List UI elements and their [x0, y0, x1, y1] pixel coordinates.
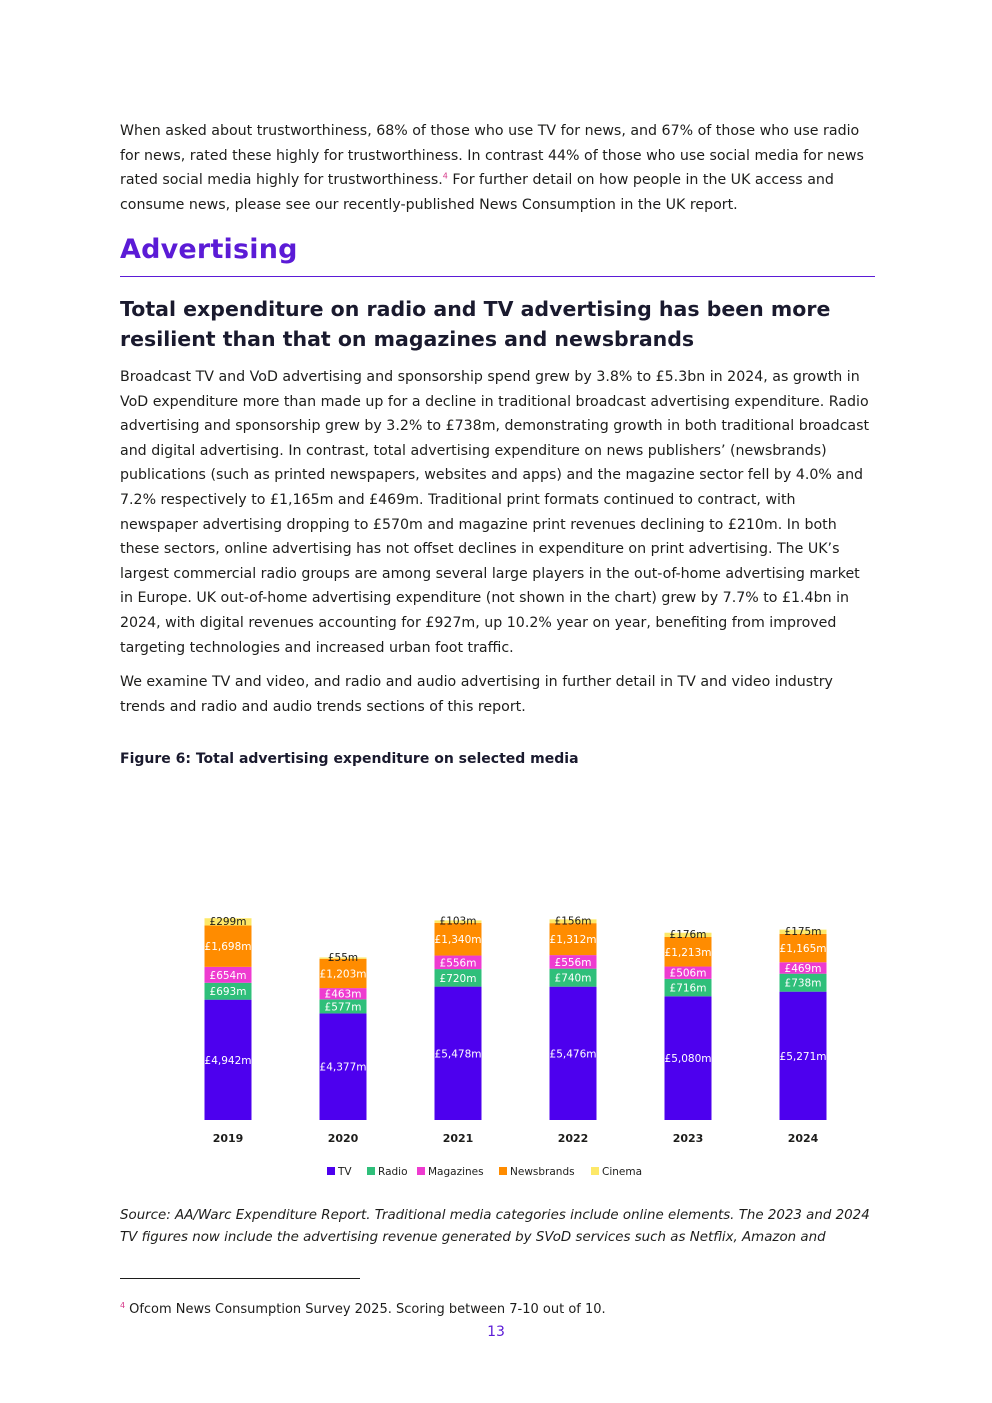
x-tick-label-2022: 2022 [558, 1132, 589, 1145]
x-tick-label-2019: 2019 [213, 1132, 244, 1145]
bar-segment-newsbrands-2021 [434, 922, 482, 956]
bar-segment-tv-2019 [204, 999, 252, 1120]
data-label-radio-2020: £577m [325, 1001, 362, 1013]
data-label-newsbrands-2019: £1,698m [205, 941, 252, 953]
x-tick-label-2023: 2023 [673, 1132, 704, 1145]
legend-label-tv: TV [337, 1166, 352, 1178]
legend-swatch-radio [367, 1167, 375, 1175]
data-label-magazines-2024: £469m [785, 963, 822, 975]
bar-segment-newsbrands-2023 [664, 937, 712, 967]
data-label-tv-2023: £5,080m [665, 1053, 712, 1065]
data-label-cinema-2023: £176m [670, 929, 707, 941]
bar-segment-magazines-2020 [319, 988, 367, 1000]
data-label-radio-2019: £693m [210, 986, 247, 998]
intro-text: When asked about trustworthiness, 68% of… [120, 123, 864, 189]
footnote-ref[interactable]: 4 [442, 171, 448, 181]
data-label-cinema-2024: £175m [785, 926, 822, 938]
bar-segment-newsbrands-2024 [779, 933, 827, 963]
bar-segment-cinema-2021 [434, 920, 482, 923]
data-label-tv-2024: £5,271m [780, 1051, 827, 1063]
bar-segment-tv-2024 [779, 991, 827, 1120]
bar-segment-cinema-2019 [204, 918, 252, 926]
data-label-tv-2021: £5,478m [435, 1048, 482, 1060]
data-label-newsbrands-2020: £1,203m [320, 968, 367, 980]
legend-label-radio: Radio [378, 1166, 408, 1178]
subheading: Total expenditure on radio and TV advert… [120, 297, 831, 351]
data-label-magazines-2023: £506m [670, 968, 707, 980]
data-label-newsbrands-2021: £1,340m [435, 934, 482, 946]
data-label-tv-2022: £5,476m [550, 1048, 597, 1060]
footnote-number: 4 [120, 1300, 126, 1310]
data-label-radio-2022: £740m [555, 973, 592, 985]
source-note: Source: AA/Warc Expenditure Report. Trad… [120, 1208, 870, 1245]
x-tick-label-2021: 2021 [443, 1132, 474, 1145]
data-label-radio-2024: £738m [785, 978, 822, 990]
bar-segment-cinema-2022 [549, 919, 597, 924]
section-title: Advertising [120, 234, 298, 265]
legend-label-magazines: Magazines [428, 1166, 484, 1178]
footnote-text: Ofcom News Consumption Survey 2025. Scor… [129, 1302, 606, 1317]
data-label-newsbrands-2022: £1,312m [550, 934, 597, 946]
data-label-magazines-2022: £556m [555, 957, 592, 969]
bar-segment-newsbrands-2022 [549, 923, 597, 956]
data-label-cinema-2019: £299m [210, 916, 247, 928]
bar-segment-newsbrands-2019 [204, 925, 252, 967]
footnote: 4 Ofcom News Consumption Survey 2025. Sco… [120, 1300, 606, 1317]
footnote-divider [120, 1278, 360, 1279]
data-label-cinema-2022: £156m [555, 915, 592, 927]
bar-segment-magazines-2021 [434, 955, 482, 970]
bar-segment-radio-2024 [779, 973, 827, 992]
legend-swatch-tv [327, 1167, 335, 1175]
data-label-newsbrands-2024: £1,165m [780, 943, 827, 955]
bar-segment-tv-2021 [434, 986, 482, 1120]
data-label-cinema-2021: £103m [440, 916, 477, 928]
bar-segment-radio-2022 [549, 968, 597, 987]
intro-paragraph: When asked about trustworthiness, 68% of… [120, 119, 872, 217]
bar-segment-radio-2019 [204, 982, 252, 1000]
body-paragraph-2: We examine TV and video, and radio and a… [120, 674, 833, 715]
bar-segment-tv-2022 [549, 986, 597, 1120]
legend-label-cinema: Cinema [602, 1166, 642, 1178]
stacked-bar-chart: £4,942m £693m £654m £1,698m £299m 2019 £4,377m… [204, 915, 827, 1178]
bar-segment-radio-2023 [664, 978, 712, 997]
bar-segment-magazines-2019 [204, 966, 252, 983]
legend-swatch-cinema [591, 1167, 599, 1175]
bar-segment-radio-2021 [434, 969, 482, 987]
x-tick-label-2024: 2024 [788, 1132, 819, 1145]
legend-swatch-magazines [417, 1167, 425, 1175]
figure-title: Figure 6: Total advertising expenditure … [120, 751, 579, 767]
data-label-radio-2021: £720m [440, 973, 477, 985]
data-label-magazines-2021: £556m [440, 957, 477, 969]
body-paragraph-1: Broadcast TV and VoD advertising and spo… [120, 369, 870, 656]
data-label-cinema-2020: £55m [328, 952, 358, 964]
data-label-tv-2019: £4,942m [205, 1055, 252, 1067]
data-label-magazines-2020: £463m [325, 989, 362, 1001]
bar-segment-tv-2020 [319, 1013, 367, 1120]
page-number: 13 [487, 1324, 505, 1340]
data-label-tv-2020: £4,377m [320, 1062, 367, 1074]
intro-text-after: For further detail on how people in the … [120, 172, 834, 213]
bar-segment-tv-2023 [664, 996, 712, 1120]
bar-segment-cinema-2020 [319, 957, 367, 959]
bar-segment-radio-2020 [319, 999, 367, 1014]
data-label-magazines-2019: £654m [210, 970, 247, 982]
bar-segment-magazines-2024 [779, 962, 827, 974]
data-label-radio-2023: £716m [670, 983, 707, 995]
legend-label-newsbrands: Newsbrands [510, 1166, 575, 1178]
bar-segment-cinema-2023 [664, 932, 712, 938]
bar-segment-cinema-2024 [779, 929, 827, 934]
section-divider [120, 276, 875, 277]
legend-swatch-newsbrands [499, 1167, 507, 1175]
bar-segment-magazines-2022 [549, 955, 597, 969]
x-tick-label-2020: 2020 [328, 1132, 359, 1145]
bar-segment-magazines-2023 [664, 966, 712, 979]
data-label-newsbrands-2023: £1,213m [665, 947, 712, 959]
bar-segment-newsbrands-2020 [319, 958, 367, 989]
